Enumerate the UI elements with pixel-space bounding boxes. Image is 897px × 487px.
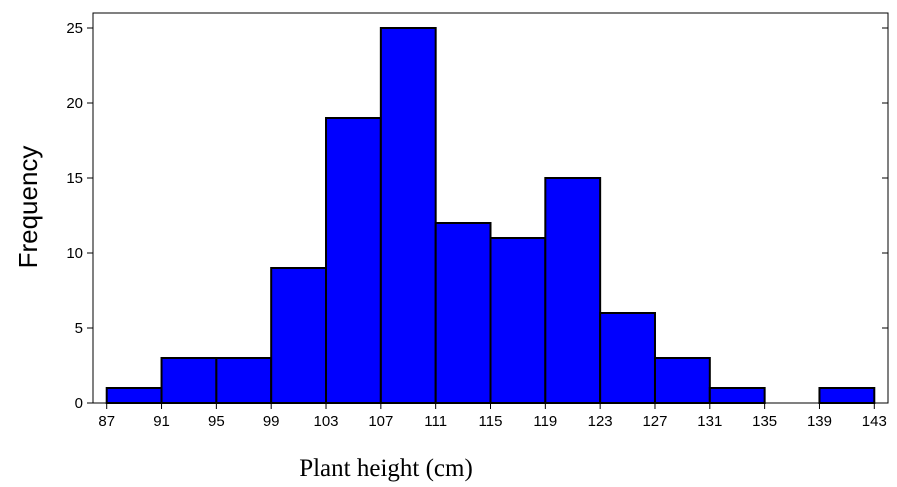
x-axis-label: Plant height (cm): [299, 455, 473, 482]
x-tick-label-127: 127: [642, 413, 667, 430]
x-tick-label-131: 131: [697, 413, 722, 430]
bar-95-99: [215, 357, 273, 404]
x-tick-label-87: 87: [98, 413, 115, 430]
y-ticks-group: 0 5 10 15 20 25: [66, 20, 888, 412]
x-tick-label-99: 99: [263, 413, 280, 430]
bar-127-131: [653, 357, 711, 404]
bar-91-95: [160, 357, 218, 404]
bar-103-107: [325, 117, 382, 404]
x-tick-label-143: 143: [862, 413, 887, 430]
bar-131-135: [708, 387, 766, 404]
x-tick-label-123: 123: [588, 413, 613, 430]
bar-107-111: [379, 27, 437, 404]
bar-119-123: [544, 177, 602, 404]
y-tick-label-20: 20: [66, 95, 83, 112]
y-tick-label-0: 0: [75, 395, 83, 412]
x-tick-label-95: 95: [208, 413, 225, 430]
x-tick-label-115: 115: [479, 413, 503, 430]
bar-87-91: [105, 387, 163, 404]
y-tick-label-15: 15: [66, 170, 83, 187]
y-tick-label-5: 5: [75, 320, 83, 337]
bar-123-127: [599, 312, 656, 404]
x-tick-label-139: 139: [807, 413, 832, 430]
bars-group: [105, 27, 876, 404]
x-ticks-group: 87 91 95 99 103 107 111 115 119 123 127 131 135 139 14…: [98, 403, 887, 430]
y-axis-label: Frequency: [13, 146, 43, 269]
x-tick-label-111: 111: [424, 413, 447, 430]
y-tick-label-10: 10: [66, 245, 83, 262]
bar-139-143: [818, 387, 876, 404]
x-tick-label-91: 91: [153, 413, 170, 430]
bar-111-115: [434, 222, 492, 404]
x-tick-label-119: 119: [533, 413, 557, 430]
x-tick-label-135: 135: [752, 413, 777, 430]
bar-99-103: [270, 267, 328, 404]
y-tick-label-25: 25: [66, 20, 83, 37]
x-tick-label-107: 107: [368, 413, 393, 430]
x-tick-label-103: 103: [314, 413, 339, 430]
bar-115-119: [489, 237, 547, 404]
